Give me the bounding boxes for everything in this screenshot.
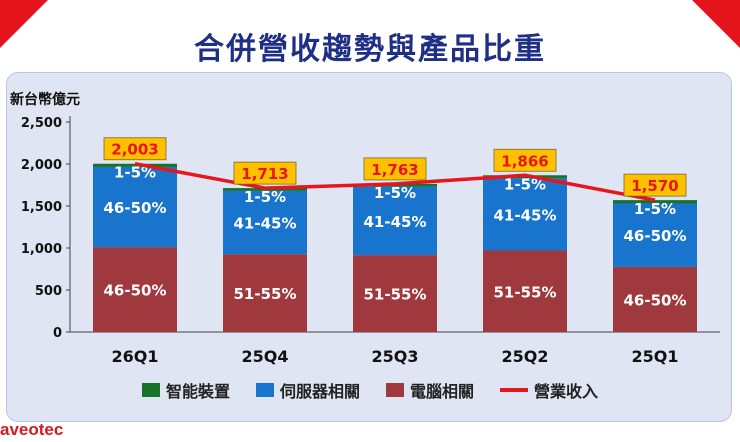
bar-label-smart_devices: 1-5% xyxy=(114,164,156,182)
legend-swatch-pc xyxy=(386,383,404,397)
y-tick-label: 1,500 xyxy=(21,200,62,215)
revenue-callout-label: 1,570 xyxy=(631,177,678,195)
bar-pc xyxy=(483,250,567,332)
bar-pc xyxy=(613,266,697,332)
x-tick-label: 25Q3 xyxy=(372,347,419,366)
bar-label-smart_devices: 1-5% xyxy=(244,188,286,206)
page-title: 合併營收趨勢與產品比重 xyxy=(194,32,546,67)
bar-label-server: 41-45% xyxy=(233,215,296,233)
legend-item-pc: 電腦相關 xyxy=(386,378,474,402)
bar-pc xyxy=(223,254,307,332)
bar-label-server: 46-50% xyxy=(623,227,686,245)
legend-label-revenue: 營業收入 xyxy=(534,382,599,401)
revenue-callout-box xyxy=(623,173,687,197)
legend-item-server: 伺服器相關 xyxy=(255,378,360,402)
x-tick-label: 26Q1 xyxy=(112,347,159,366)
x-tick-label: 25Q2 xyxy=(502,347,549,366)
bar-server xyxy=(223,190,307,255)
legend-item-revenue: 營業收入 xyxy=(500,378,598,402)
bar-label-smart_devices: 1-5% xyxy=(504,175,546,193)
revenue-chart: 新台幣億元 0 500 1,000 1,500 2,000 2,500 46-50% 51-55… xyxy=(10,91,720,366)
y-axis-label: 新台幣億元 xyxy=(10,91,80,108)
corner-decoration-left xyxy=(0,0,48,48)
revenue-callout-box xyxy=(103,137,167,161)
legend-label-server: 伺服器相關 xyxy=(279,382,360,401)
bar-label-server: 41-45% xyxy=(363,213,426,231)
x-tick-label: 25Q4 xyxy=(242,347,289,366)
bar-label-pc: 51-55% xyxy=(493,283,556,301)
legend-swatch-smart-devices xyxy=(141,383,160,397)
legend-label-smart-devices: 智能裝置 xyxy=(165,382,230,401)
corner-decoration-right xyxy=(692,0,740,48)
legend-swatch-revenue xyxy=(500,388,529,392)
bar-server xyxy=(613,203,697,267)
bar-pc xyxy=(93,247,177,332)
bar-smart_devices xyxy=(613,200,697,204)
revenue-callout-box xyxy=(493,148,557,172)
bar-label-pc: 46-50% xyxy=(623,291,686,309)
bar-label-server: 41-45% xyxy=(493,206,556,224)
revenue-callout-label: 1,713 xyxy=(241,165,288,183)
legend-item-smart-devices: 智能裝置 xyxy=(141,378,230,402)
revenue-callout-label: 1,763 xyxy=(371,161,418,179)
revenue-callout-box xyxy=(233,161,297,185)
y-tick-label: 2,500 xyxy=(21,116,62,131)
legend-label-pc: 電腦相關 xyxy=(410,382,475,401)
x-tick-label: 25Q1 xyxy=(632,347,679,366)
bar-label-smart_devices: 1-5% xyxy=(634,200,676,218)
revenue-callout-label: 1,866 xyxy=(501,152,548,170)
bar-server xyxy=(93,166,177,248)
legend-swatch-server xyxy=(255,383,274,397)
bar-label-pc: 51-55% xyxy=(363,286,426,304)
company-logo: aveotec xyxy=(0,420,64,439)
bar-label-pc: 46-50% xyxy=(103,282,166,300)
y-tick-label: 2,000 xyxy=(21,158,62,173)
revenue-line xyxy=(134,162,656,202)
bar-label-server: 46-50% xyxy=(103,199,166,217)
bar-label-smart_devices: 1-5% xyxy=(374,184,416,202)
chart-legend: 智能裝置 伺服器相關 電腦相關 營業收入 xyxy=(0,378,740,402)
revenue-callout-box xyxy=(363,157,427,181)
y-tick-label: 500 xyxy=(35,284,62,299)
bar-label-pc: 51-55% xyxy=(233,285,296,303)
revenue-callout-label: 2,003 xyxy=(111,141,158,159)
y-tick-label: 0 xyxy=(53,326,62,341)
y-tick-label: 1,000 xyxy=(21,242,62,257)
bar-server xyxy=(353,186,437,256)
bar-pc xyxy=(353,255,437,332)
bar-server xyxy=(483,178,567,251)
